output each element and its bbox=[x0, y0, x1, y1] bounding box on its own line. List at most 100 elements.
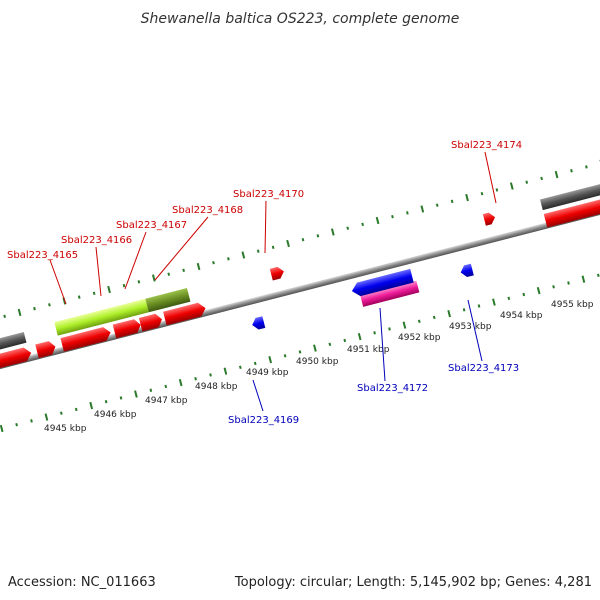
gene-sbal223-4165[interactable] bbox=[0, 346, 33, 371]
scale-tick bbox=[432, 315, 436, 320]
scale-tick bbox=[435, 203, 439, 207]
gene-sbal223-4166[interactable] bbox=[35, 340, 57, 359]
gene-olive-block[interactable] bbox=[145, 288, 191, 313]
scale-tick bbox=[585, 165, 588, 169]
gene-gray-forward-left[interactable] bbox=[0, 332, 27, 354]
scale-tick bbox=[447, 310, 452, 318]
gene-gray-forward-right[interactable] bbox=[540, 183, 600, 211]
scale-tick bbox=[194, 377, 197, 381]
scale-tick bbox=[238, 365, 242, 369]
kbp-label: 4951 kbp bbox=[347, 345, 390, 355]
kbp-label: 4954 kbp bbox=[500, 311, 543, 321]
kbp-label: 4945 kbp bbox=[44, 424, 87, 434]
scale-tick bbox=[554, 170, 559, 179]
gene-label-sbal223-4174[interactable]: Sbal223_4174 bbox=[451, 140, 522, 151]
kbp-label: 4952 kbp bbox=[398, 333, 441, 343]
gene-label-sbal223-4168[interactable]: Sbal223_4168 bbox=[172, 205, 243, 216]
gene-label-sbal223-4173[interactable]: Sbal223_4173 bbox=[448, 363, 519, 374]
gene-labels: Sbal223_4165 Sbal223_4166 Sbal223_4167 Sbal… bbox=[7, 140, 522, 426]
gene-label-sbal223-4166[interactable]: Sbal223_4166 bbox=[61, 235, 132, 246]
scale-tick bbox=[30, 419, 33, 423]
scale-tick bbox=[137, 280, 141, 284]
gene-red-forward-5[interactable] bbox=[163, 301, 207, 326]
gene-sbal223-4170[interactable] bbox=[269, 266, 286, 281]
scale-tick bbox=[536, 287, 541, 295]
gene-label-sbal223-4169[interactable]: Sbal223_4169 bbox=[228, 415, 299, 426]
scale-tick bbox=[330, 228, 335, 236]
gene-sbal223-4167[interactable] bbox=[60, 326, 112, 352]
gene-red-forward-right[interactable] bbox=[543, 197, 600, 228]
scale-tick bbox=[567, 281, 570, 285]
accession-label: Accession: NC_011663 bbox=[8, 575, 156, 590]
gene-label-sbal223-4172[interactable]: Sbal223_4172 bbox=[357, 383, 428, 394]
genome-track bbox=[0, 159, 600, 433]
label-leader-line bbox=[154, 216, 209, 281]
gene-sbal223-4168-b[interactable] bbox=[138, 312, 164, 332]
gene-label-sbal223-4167[interactable]: Sbal223_4167 bbox=[116, 220, 187, 231]
scale-tick bbox=[373, 331, 376, 335]
kbp-label: 4950 kbp bbox=[296, 357, 339, 367]
scale-tick bbox=[196, 262, 201, 271]
scale-tick bbox=[357, 332, 362, 341]
scale-tick bbox=[406, 211, 409, 215]
label-leader-line bbox=[484, 151, 497, 204]
scale-tick bbox=[253, 361, 257, 366]
scale-tick bbox=[328, 342, 332, 346]
scale-tick bbox=[462, 308, 466, 312]
scale-tick bbox=[552, 285, 555, 289]
scale-tick bbox=[241, 251, 246, 259]
gene-label-leaders bbox=[49, 151, 497, 412]
scale-tick bbox=[44, 413, 49, 421]
label-leader-line bbox=[379, 307, 386, 382]
scale-tick bbox=[227, 257, 230, 261]
scale-tick bbox=[286, 239, 290, 248]
scale-tick bbox=[167, 272, 171, 276]
kbp-label: 4953 kbp bbox=[449, 322, 492, 332]
scale-tick bbox=[540, 176, 543, 181]
scale-tick bbox=[74, 407, 78, 412]
scale-tick bbox=[92, 291, 96, 295]
scale-tick bbox=[89, 401, 94, 410]
scale-tick bbox=[107, 285, 111, 294]
kbp-label: 4947 kbp bbox=[145, 396, 188, 406]
gene-label-sbal223-4170[interactable]: Sbal223_4170 bbox=[233, 189, 304, 200]
label-leader-line bbox=[264, 200, 267, 254]
scale-tick bbox=[596, 273, 600, 278]
scale-tick bbox=[361, 222, 364, 227]
scale-tick bbox=[33, 306, 36, 311]
scale-ticks-forward bbox=[3, 159, 600, 318]
gene-sbal223-4168-a[interactable] bbox=[112, 318, 143, 339]
gene-sbal223-4173[interactable] bbox=[459, 263, 474, 279]
gene-lime-block[interactable] bbox=[54, 298, 149, 336]
scale-tick bbox=[48, 303, 51, 307]
scale-ticks-reverse bbox=[0, 273, 600, 433]
scale-tick bbox=[15, 423, 18, 427]
gene-sbal223-4169[interactable] bbox=[251, 316, 266, 331]
scale-tick bbox=[3, 314, 6, 318]
kbp-label: 4955 kbp bbox=[551, 300, 594, 310]
scale-tick bbox=[256, 249, 260, 253]
scale-tick bbox=[509, 182, 514, 190]
gene-sbal223-4172[interactable] bbox=[360, 280, 420, 307]
gene-label-sbal223-4165[interactable]: Sbal223_4165 bbox=[7, 250, 78, 261]
scale-tick bbox=[122, 283, 126, 288]
scale-tick bbox=[343, 338, 347, 343]
gene-sbal223-4174[interactable] bbox=[482, 211, 497, 226]
scale-tick bbox=[0, 424, 4, 433]
scale-tick bbox=[388, 327, 391, 331]
scale-tick bbox=[60, 411, 63, 415]
scale-tick bbox=[283, 354, 287, 358]
gene-blue-reverse-upper[interactable] bbox=[350, 268, 414, 298]
scale-tick bbox=[477, 304, 481, 308]
scale-tick bbox=[316, 234, 320, 238]
scale-tick bbox=[346, 226, 350, 230]
scale-tick bbox=[313, 344, 317, 352]
scale-tick bbox=[391, 214, 394, 219]
scale-tick bbox=[268, 355, 273, 364]
scale-tick bbox=[182, 268, 185, 273]
scale-tick bbox=[507, 296, 511, 301]
scale-tick bbox=[104, 400, 108, 404]
label-leader-line bbox=[49, 259, 67, 305]
scale-tick bbox=[492, 298, 496, 306]
